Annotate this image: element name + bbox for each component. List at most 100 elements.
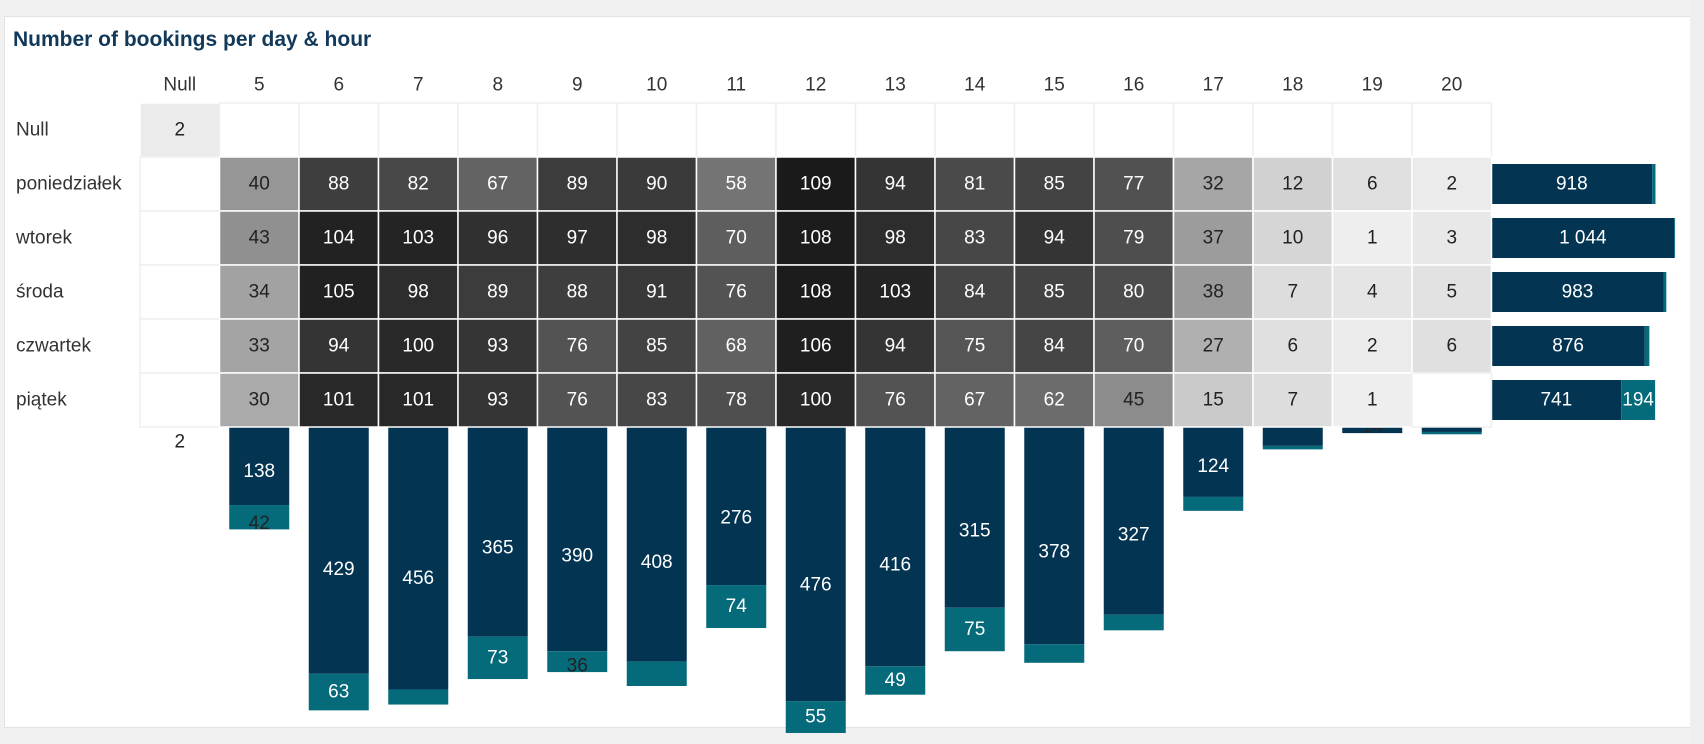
cell-s-roda-8 — [457, 264, 539, 320]
column-total-17-label: 124 — [1197, 456, 1229, 477]
column-total-12-extra-bar — [785, 701, 846, 733]
hour-header-19: 19 — [1362, 75, 1383, 96]
cell-czwartek-14 — [934, 318, 1016, 374]
cell-czwartek-10-label: 85 — [646, 336, 667, 357]
column-total-16-label: 327 — [1118, 525, 1150, 546]
row-total-pia-tek-bar — [1491, 380, 1622, 420]
cell-wtorek-13 — [854, 210, 936, 266]
hour-header-16: 16 — [1123, 75, 1144, 96]
cell-null-6 — [298, 102, 380, 158]
column-total-9-extra-bar — [547, 651, 608, 673]
column-total-null-label: 2 — [174, 432, 185, 453]
cell-s-roda-13-label: 103 — [879, 282, 911, 303]
cell-pia-tek-13 — [854, 372, 936, 428]
cell-null-null — [139, 102, 221, 158]
cell-s-roda-12-label: 108 — [800, 282, 832, 303]
cell-pia-tek-6-label: 101 — [323, 390, 355, 411]
day-header-wtorek: wtorek — [15, 228, 72, 249]
cell-s-roda-7-label: 98 — [408, 282, 429, 303]
cell-pia-tek-16 — [1093, 372, 1175, 428]
column-total-15-extra-bar — [1024, 644, 1085, 663]
row-total-wtorek-extra-bar — [1674, 218, 1676, 258]
column-total-11-extra-bar — [706, 585, 767, 628]
cell-s-roda-14 — [934, 264, 1016, 320]
cell-s-roda-14-label: 84 — [964, 282, 986, 303]
column-total-16-bar — [1103, 425, 1164, 615]
cell-s-roda-11 — [695, 264, 777, 320]
column-total-13-extra-label: 49 — [885, 670, 906, 691]
cell-wtorek-10-label: 98 — [646, 228, 667, 249]
cell-wtorek-null — [139, 210, 221, 266]
cell-poniedzia-ek-15-label: 85 — [1044, 174, 1065, 195]
cell-poniedzia-ek-6 — [298, 156, 380, 212]
column-total-7-label: 456 — [402, 568, 434, 589]
cell-pia-tek-10 — [616, 372, 698, 428]
cell-poniedzia-ek-16-label: 77 — [1123, 174, 1144, 195]
cell-pia-tek-10-label: 83 — [646, 390, 667, 411]
hour-header-13: 13 — [885, 75, 906, 96]
cell-czwartek-null — [139, 318, 221, 374]
column-total-8-label: 365 — [482, 537, 514, 558]
row-total-czwartek-bar — [1491, 326, 1645, 366]
column-total-14-bar — [944, 425, 1005, 608]
column-total-20-bar — [1421, 425, 1482, 432]
cell-s-roda-9-label: 88 — [567, 282, 588, 303]
cell-poniedzia-ek-5-label: 40 — [249, 174, 270, 195]
scrollbar-strip[interactable] — [1690, 0, 1704, 744]
cell-czwartek-15 — [1013, 318, 1095, 374]
hour-header-10: 10 — [646, 75, 667, 96]
cell-s-roda-18-label: 7 — [1287, 282, 1298, 303]
cell-null-18 — [1252, 102, 1334, 158]
cell-czwartek-8 — [457, 318, 539, 374]
cell-pia-tek-18-label: 7 — [1287, 390, 1298, 411]
cell-wtorek-17-label: 37 — [1203, 228, 1224, 249]
cell-czwartek-6 — [298, 318, 380, 374]
cell-czwartek-14-label: 75 — [964, 336, 985, 357]
cell-poniedzia-ek-8-label: 67 — [487, 174, 508, 195]
column-total-8-bar — [467, 425, 528, 637]
cell-poniedzia-ek-12-label: 109 — [800, 174, 832, 195]
cell-czwartek-18 — [1252, 318, 1334, 374]
cell-poniedzia-ek-9 — [536, 156, 618, 212]
cell-pia-tek-8-label: 93 — [487, 390, 508, 411]
cell-pia-tek-14-label: 67 — [964, 390, 985, 411]
column-total-18-extra-bar — [1262, 445, 1323, 450]
hour-header-5: 5 — [254, 75, 265, 96]
cell-pia-tek-20 — [1411, 372, 1493, 428]
column-total-11-extra-label: 74 — [726, 596, 748, 617]
cell-czwartek-8-label: 93 — [487, 336, 508, 357]
cell-null-null-label: 2 — [174, 120, 185, 141]
column-total-12-extra-label: 55 — [805, 707, 826, 728]
cell-wtorek-16-label: 79 — [1123, 228, 1144, 249]
cell-s-roda-15-label: 85 — [1044, 282, 1065, 303]
row-total-czwartek-extra-bar — [1644, 326, 1650, 366]
cell-wtorek-9 — [536, 210, 618, 266]
cell-null-11 — [695, 102, 777, 158]
cell-pia-tek-9-label: 76 — [567, 390, 588, 411]
column-total-5-extra-bar — [229, 505, 290, 530]
column-total-12-bar — [785, 425, 846, 702]
cell-poniedzia-ek-20-label: 2 — [1446, 174, 1457, 195]
column-total-17-extra-bar — [1183, 496, 1244, 511]
row-total-wtorek-label: 1 044 — [1559, 228, 1607, 249]
cell-czwartek-20 — [1411, 318, 1493, 374]
column-total-8-extra-bar — [467, 636, 528, 680]
chart-title: Number of bookings per day & hour — [13, 28, 372, 51]
cell-poniedzia-ek-13 — [854, 156, 936, 212]
cell-null-8 — [457, 102, 539, 158]
cell-s-roda-10-label: 91 — [646, 282, 667, 303]
column-total-17-bar — [1183, 425, 1244, 497]
cell-wtorek-6-label: 104 — [323, 228, 355, 249]
cell-s-roda-6 — [298, 264, 380, 320]
cell-poniedzia-ek-18-label: 12 — [1282, 174, 1303, 195]
cell-czwartek-7-label: 100 — [402, 336, 434, 357]
cell-pia-tek-14 — [934, 372, 1016, 428]
cell-poniedzia-ek-17 — [1172, 156, 1254, 212]
column-total-12-label: 476 — [800, 575, 832, 596]
column-total-14-label: 315 — [959, 520, 991, 541]
column-total-5-label: 138 — [243, 461, 275, 482]
day-header-czwartek: czwartek — [16, 336, 91, 357]
column-total-5-extra-label: 42 — [249, 513, 270, 534]
hour-header-12: 12 — [805, 75, 826, 96]
cell-czwartek-9-label: 76 — [567, 336, 588, 357]
